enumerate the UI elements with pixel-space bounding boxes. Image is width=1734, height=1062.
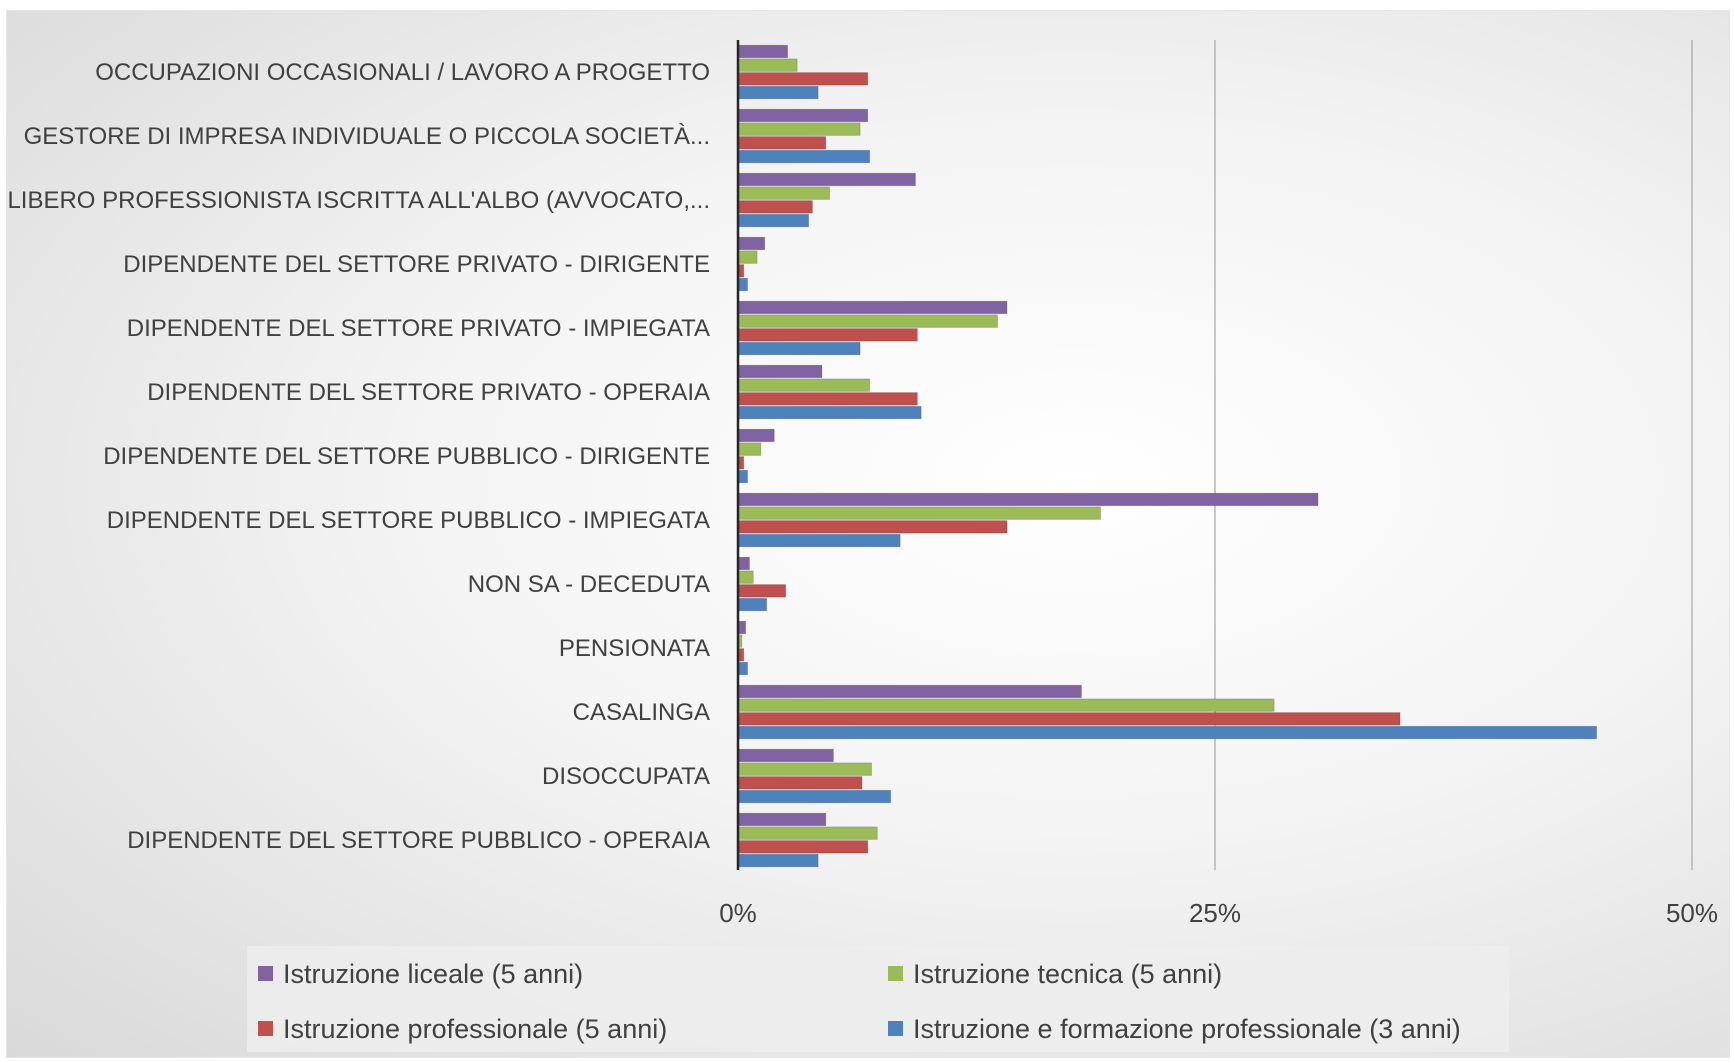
bar (737, 58, 798, 72)
x-tick-labels: 0% 25% 50% (719, 898, 1718, 928)
gridlines (1214, 40, 1693, 870)
legend: Istruzione liceale (5 anni) Istruzione te… (247, 946, 1509, 1052)
legend-label: Istruzione liceale (5 anni) (283, 959, 583, 989)
bar (737, 44, 789, 59)
bar (737, 661, 748, 676)
bar (737, 442, 762, 456)
bar (737, 405, 922, 420)
category-label: OCCUPAZIONI OCCASIONALI / LAVORO A PROGE… (95, 59, 710, 86)
category-label: DIPENDENTE DEL SETTORE PUBBLICO - IMPIEG… (107, 507, 710, 534)
bar (737, 776, 863, 790)
bar (737, 725, 1597, 740)
bar (737, 684, 1082, 699)
category-labels: OCCUPAZIONI OCCASIONALI / LAVORO A PROGE… (7, 59, 710, 854)
x-tick-label: 25% (1189, 898, 1241, 928)
category-label: DIPENDENTE DEL SETTORE PRIVATO - OPERAIA (147, 379, 710, 406)
bar (737, 149, 871, 164)
legend-box (247, 946, 1509, 1052)
category-label: LIBERO PROFESSIONISTA ISCRITTA ALL'ALBO … (7, 187, 710, 214)
legend-label: Istruzione e formazione professionale (3… (913, 1014, 1461, 1044)
legend-label: Istruzione professionale (5 anni) (283, 1014, 667, 1044)
bar (737, 277, 748, 292)
x-tick-label: 0% (719, 898, 757, 928)
bar (737, 108, 869, 123)
bar (737, 200, 813, 214)
bar (737, 378, 871, 392)
category-label: DIPENDENTE DEL SETTORE PRIVATO - DIRIGEN… (123, 251, 710, 278)
bar (737, 712, 1401, 726)
bar (737, 300, 1008, 315)
bar (737, 698, 1275, 712)
bar (737, 428, 775, 443)
legend-label: Istruzione tecnica (5 anni) (913, 959, 1222, 989)
bar (737, 72, 869, 86)
category-label: PENSIONATA (559, 635, 710, 662)
bar (737, 762, 872, 776)
legend-swatch (888, 966, 903, 981)
bar (737, 853, 819, 868)
bar (737, 250, 758, 264)
bar (737, 136, 827, 150)
bar (737, 213, 809, 228)
category-label: NON SA - DECEDUTA (468, 571, 710, 598)
x-tick-label: 50% (1666, 898, 1718, 928)
bar (737, 520, 1008, 534)
bar (737, 584, 787, 598)
bar (737, 812, 827, 827)
legend-swatch (258, 966, 273, 981)
legend-swatch (258, 1021, 273, 1036)
bar (737, 789, 892, 804)
category-label: DIPENDENTE DEL SETTORE PRIVATO - IMPIEGA… (127, 315, 710, 342)
bar (737, 533, 901, 548)
category-label: DIPENDENTE DEL SETTORE PUBBLICO - DIRIGE… (103, 443, 710, 470)
bars (737, 44, 1597, 868)
bar (737, 492, 1319, 507)
bar (737, 556, 750, 571)
bar (737, 570, 754, 584)
bar (737, 172, 916, 187)
legend-swatch (888, 1021, 903, 1036)
bar (737, 328, 918, 342)
bar (737, 122, 861, 136)
category-label: DIPENDENTE DEL SETTORE PUBBLICO - OPERAI… (127, 827, 710, 854)
category-label: DISOCCUPATA (542, 763, 710, 790)
bar (737, 826, 878, 840)
bar (737, 364, 823, 379)
bar (737, 469, 748, 484)
category-label: GESTORE DI IMPRESA INDIVIDUALE O PICCOLA… (24, 123, 710, 150)
bar (737, 236, 766, 251)
bar (737, 840, 869, 854)
bar (737, 186, 830, 200)
bar (737, 85, 819, 100)
bar (737, 392, 918, 406)
bar (737, 341, 861, 356)
bar (737, 748, 834, 763)
bar (737, 314, 998, 328)
bar (737, 506, 1101, 520)
bar (737, 597, 768, 612)
category-label: CASALINGA (573, 699, 710, 726)
